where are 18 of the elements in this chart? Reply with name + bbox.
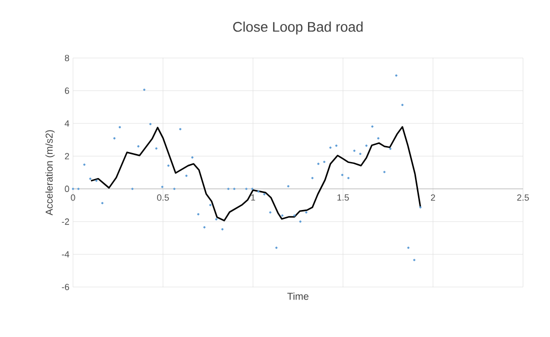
x-tick-label: 2 <box>430 194 436 201</box>
y-tick-label: -2 <box>62 218 70 225</box>
x-tick-label: 1.5 <box>337 194 349 201</box>
y-tick-label: 4 <box>64 120 70 127</box>
y-axis-title: Acceleration (m/s2) <box>45 130 55 216</box>
y-tick-label: -4 <box>62 251 70 258</box>
y-tick-label: 2 <box>64 153 70 160</box>
x-axis-title: Time <box>287 292 308 300</box>
y-tick-label: 8 <box>64 54 70 62</box>
y-tick-label: -6 <box>62 284 70 290</box>
chart-title: Close Loop Bad road <box>233 22 363 35</box>
y-tick-label: 6 <box>64 88 70 94</box>
x-tick-label: 0.5 <box>157 194 169 201</box>
x-tick-label: 0 <box>70 194 76 201</box>
x-tick-label: 1 <box>251 194 256 201</box>
y-tick-label: 0 <box>64 186 70 192</box>
line-series <box>90 126 422 222</box>
x-tick-label: 2.5 <box>517 194 529 201</box>
